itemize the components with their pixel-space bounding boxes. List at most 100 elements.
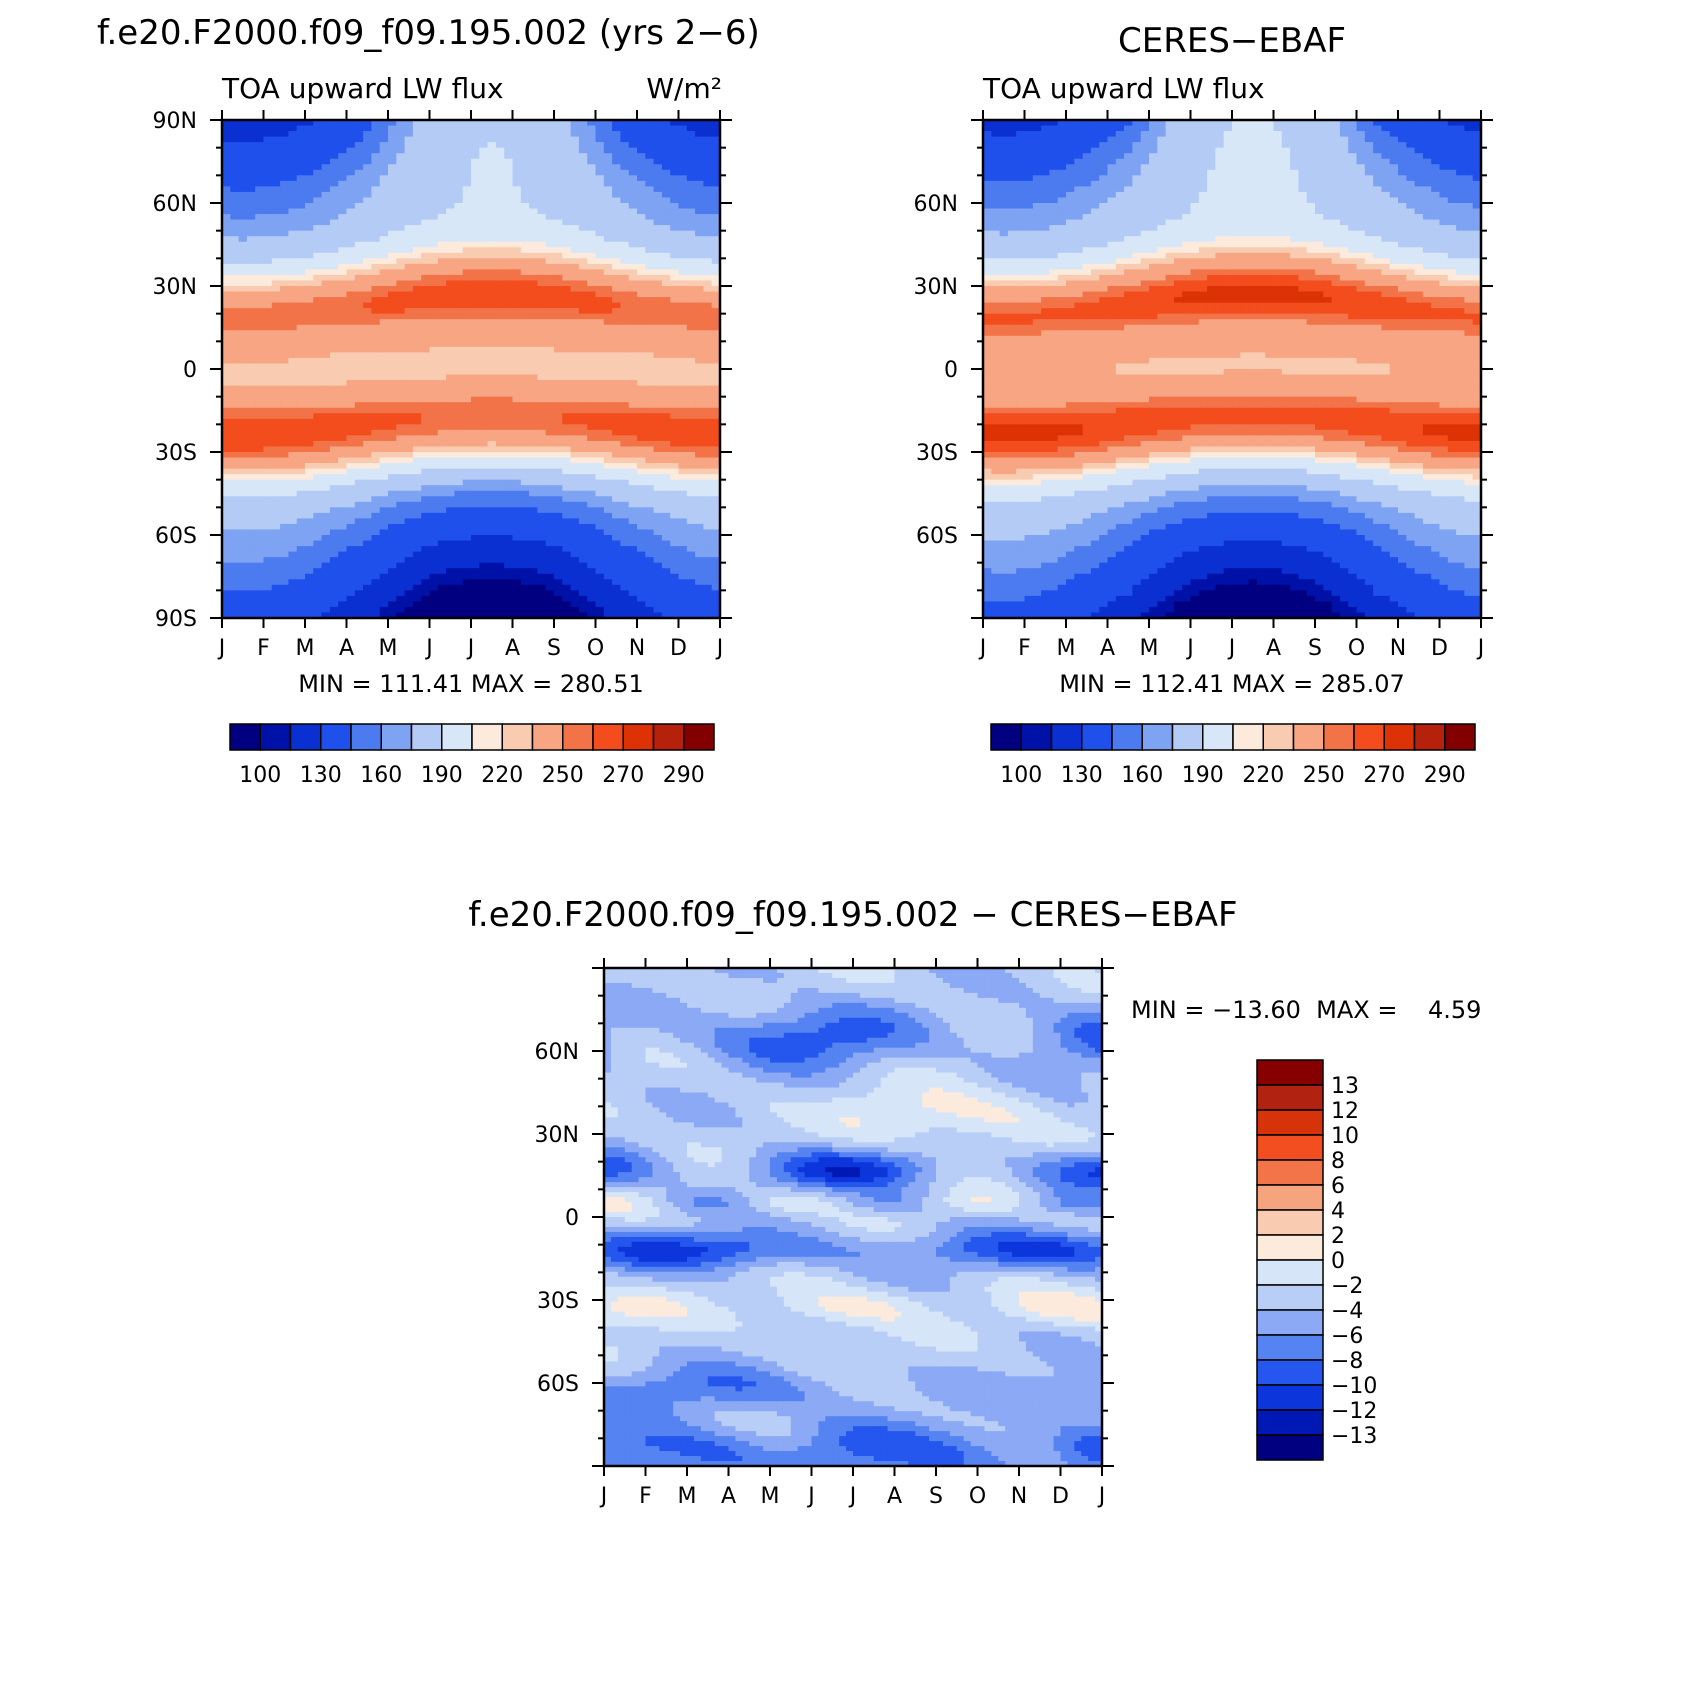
heatmap-cell — [595, 335, 605, 342]
heatmap-cell — [454, 252, 464, 259]
heatmap-cell — [620, 551, 630, 558]
heatmap-cell — [620, 357, 630, 365]
heatmap-cell — [346, 413, 356, 420]
heatmap-cell — [487, 153, 497, 160]
heatmap-cell — [637, 241, 646, 248]
heatmap-cell — [562, 208, 572, 215]
heatmap-cell — [661, 236, 671, 243]
heatmap-cell — [288, 225, 298, 232]
heatmap-cell — [653, 319, 663, 326]
heatmap-cell — [504, 341, 514, 348]
heatmap-cell — [230, 258, 240, 265]
heatmap-cell — [404, 557, 414, 564]
heatmap-cell — [637, 158, 646, 165]
heatmap-cell — [446, 120, 455, 127]
heatmap-cell — [487, 485, 497, 492]
heatmap-cell — [512, 551, 522, 558]
heatmap-cell — [554, 424, 563, 431]
heatmap-cell — [437, 158, 447, 165]
heatmap-cell — [421, 474, 431, 481]
heatmap-cell — [338, 147, 348, 154]
heatmap-cell — [446, 573, 455, 580]
heatmap-cell — [479, 164, 489, 171]
heatmap-cell — [703, 440, 713, 448]
heatmap-cell — [246, 241, 256, 248]
heatmap-cell — [321, 225, 331, 232]
heatmap-cell — [396, 208, 406, 215]
heatmap-cell — [512, 452, 522, 459]
heatmap-cell — [255, 418, 265, 425]
heatmap-cell — [371, 247, 381, 254]
heatmap-cell — [562, 286, 572, 293]
heatmap-cell — [421, 131, 431, 138]
heatmap-cell — [271, 529, 281, 536]
heatmap-cell — [280, 496, 289, 503]
heatmap-cell — [495, 380, 505, 387]
heatmap-cell — [363, 214, 372, 221]
heatmap-cell — [637, 562, 646, 569]
heatmap-cell — [620, 407, 630, 414]
heatmap-cell — [653, 214, 663, 221]
heatmap-cell — [396, 507, 406, 514]
heatmap-cell — [296, 501, 306, 508]
heatmap-cell — [678, 247, 688, 254]
heatmap-cell — [412, 319, 422, 326]
heatmap-cell — [446, 507, 455, 514]
heatmap-cell — [354, 446, 364, 453]
heatmap-cell — [620, 402, 630, 409]
heatmap-cell — [305, 208, 314, 215]
heatmap-cell — [354, 546, 364, 553]
heatmap-cell — [703, 286, 713, 293]
heatmap-cell — [404, 247, 414, 254]
heatmap-cell — [645, 291, 655, 298]
heatmap-cell — [230, 479, 240, 486]
heatmap-cell — [296, 551, 306, 558]
heatmap-cell — [545, 546, 555, 553]
heatmap-cell — [396, 535, 406, 542]
heatmap-cell — [653, 446, 663, 453]
heatmap-cell — [686, 142, 696, 149]
heatmap-cell — [520, 485, 530, 492]
heatmap-cell — [437, 396, 447, 403]
heatmap-cell — [446, 380, 455, 387]
heatmap-cell — [305, 380, 314, 387]
heatmap-cell — [653, 175, 663, 182]
heatmap-cell — [346, 142, 356, 149]
heatmap-cell — [246, 352, 256, 359]
heatmap-cell — [462, 236, 472, 243]
heatmap-cell — [661, 573, 671, 580]
heatmap-cell — [462, 169, 472, 176]
heatmap-cell — [404, 308, 414, 315]
heatmap-cell — [371, 291, 381, 298]
heatmap-cell — [462, 241, 472, 248]
heatmap-cell — [645, 236, 655, 243]
heatmap-cell — [537, 263, 547, 270]
heatmap-cell — [388, 374, 397, 381]
heatmap-cell — [222, 490, 231, 497]
heatmap-cell — [504, 280, 514, 287]
heatmap-cell — [612, 153, 621, 160]
heatmap-cell — [620, 219, 630, 226]
heatmap-cell — [346, 203, 356, 210]
heatmap-cell — [537, 147, 547, 154]
heatmap-cell — [296, 219, 306, 226]
heatmap-cell — [603, 557, 613, 564]
heatmap-cell — [238, 131, 248, 138]
heatmap-cell — [595, 258, 605, 265]
heatmap-cell — [678, 424, 688, 431]
heatmap-cell — [388, 319, 397, 326]
heatmap-cell — [446, 158, 455, 165]
heatmap-cell — [280, 546, 289, 553]
heatmap-cell — [329, 529, 339, 536]
heatmap-cell — [462, 346, 472, 353]
heatmap-cell — [346, 297, 356, 304]
heatmap-cell — [587, 523, 597, 531]
heatmap-cell — [288, 308, 298, 315]
heatmap-cell — [504, 164, 514, 171]
heatmap-cell — [371, 457, 381, 464]
heatmap-cell — [587, 463, 597, 470]
heatmap-cell — [371, 120, 381, 127]
heatmap-cell — [562, 241, 572, 248]
heatmap-cell — [578, 186, 588, 193]
heatmap-cell — [429, 380, 439, 387]
